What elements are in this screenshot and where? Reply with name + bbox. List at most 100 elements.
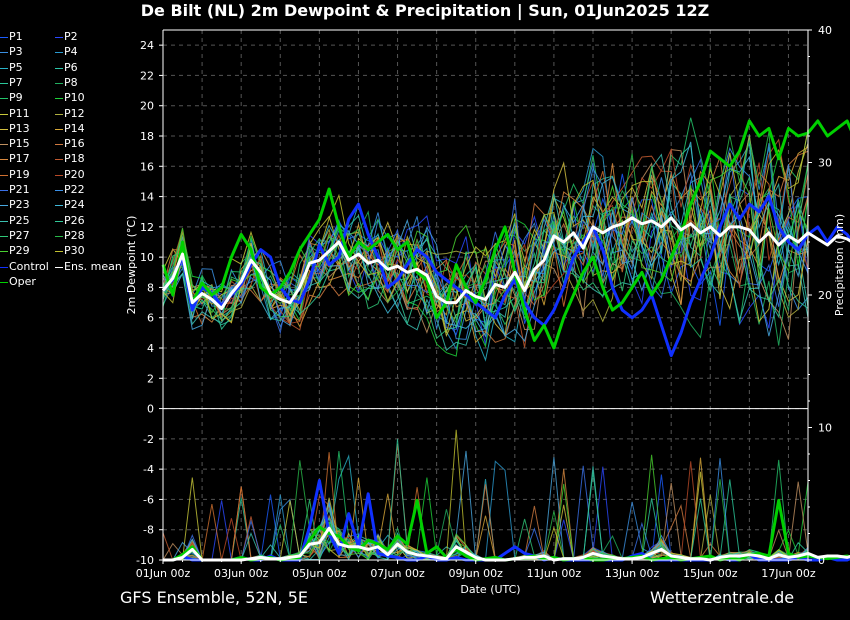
legend-label: P22	[64, 183, 85, 196]
legend-swatch	[55, 52, 63, 54]
legend-swatch	[0, 67, 8, 69]
legend-swatch	[55, 113, 63, 115]
y2-tick-label: 30	[818, 157, 832, 170]
legend-label: P7	[9, 75, 23, 89]
legend-swatch	[55, 251, 63, 253]
highlight-series	[161, 119, 850, 562]
legend-swatch	[55, 128, 63, 130]
legend-label: P10	[64, 91, 85, 105]
y-tick-label: 4	[147, 342, 154, 355]
y2-tick-label: 0	[818, 554, 825, 567]
legend-label: P30	[64, 244, 85, 258]
legend-label: P9	[9, 91, 23, 105]
legend-swatch	[0, 235, 8, 237]
y2-tick-label: 10	[818, 422, 832, 435]
legend-swatch	[55, 67, 63, 69]
y-tick-label: 6	[147, 312, 154, 325]
legend-label: P13	[9, 121, 30, 135]
y-tick-label: 22	[140, 69, 154, 82]
y-tick-label: 14	[140, 191, 154, 204]
legend-label: P28	[64, 228, 85, 242]
legend-swatch	[0, 52, 8, 54]
legend-swatch	[55, 266, 63, 268]
legend-swatch	[0, 251, 8, 253]
y-tick-label: -2	[143, 433, 154, 446]
x-tick-label: 01Jun 00z	[136, 567, 191, 580]
y-tick-label: 20	[140, 100, 154, 113]
y-tick-label: 12	[140, 221, 154, 234]
legend-label: P15	[9, 137, 30, 151]
legend-label: P25	[9, 213, 30, 227]
y-tick-label: -10	[136, 554, 154, 567]
ens-mean-precip-line	[163, 526, 850, 562]
y-tick-label: 0	[147, 403, 154, 416]
legend-label: P27	[9, 228, 30, 242]
y2-tick-label: 40	[818, 24, 832, 37]
x-tick-label: 07Jun 00z	[370, 567, 425, 580]
legend-label: Oper	[9, 274, 36, 288]
legend-swatch	[55, 205, 63, 207]
legend-swatch	[0, 98, 8, 100]
y-tick-label: -8	[143, 524, 154, 537]
legend-label: P20	[64, 167, 85, 181]
y-tick-label: 16	[140, 160, 154, 173]
y-axis-label: 2m Dewpoint (°C)	[125, 216, 138, 315]
legend-swatch	[0, 82, 8, 84]
legend-label: P6	[64, 60, 78, 74]
legend-swatch	[0, 128, 8, 130]
ensemble-member-precip	[163, 454, 809, 561]
ensemble-member-line	[162, 161, 809, 337]
legend-label: P21	[9, 183, 30, 196]
legend-label: P2	[64, 30, 78, 43]
legend-label: P19	[9, 167, 30, 181]
x-tick-label: 09Jun 00z	[449, 567, 504, 580]
model-label: GFS Ensemble, 52N, 5E	[120, 588, 308, 607]
legend-label: Ens. mean	[64, 259, 122, 273]
legend-swatch	[55, 190, 63, 191]
control-line	[161, 195, 850, 358]
x-tick-label: 05Jun 00z	[292, 567, 347, 580]
oper-line	[161, 119, 850, 350]
y2-axis-label: Precipitation (mm)	[833, 214, 846, 316]
ensemble-member-line	[162, 168, 809, 314]
legend-swatch	[0, 205, 8, 207]
legend-swatch	[0, 159, 8, 161]
ens-mean-line	[161, 216, 850, 311]
legend-label: P14	[64, 121, 85, 135]
legend-swatch	[55, 159, 63, 161]
legend-swatch	[0, 281, 8, 283]
y-tick-label: 8	[147, 281, 154, 294]
axes: -10-8-6-4-202468101214161820222401020304…	[125, 24, 846, 596]
legend-swatch	[0, 37, 8, 38]
x-tick-label: 17Jun 00z	[761, 567, 816, 580]
x-axis-label: Date (UTC)	[460, 583, 520, 596]
x-tick-label: 03Jun 00z	[214, 567, 269, 580]
y-tick-label: -6	[143, 493, 154, 506]
legend-swatch	[55, 220, 63, 222]
legend-swatch	[55, 174, 63, 176]
legend-label: P24	[64, 198, 85, 212]
ensemble-member-line	[162, 162, 809, 340]
ensemble-member-precip	[163, 452, 809, 561]
chart-title: De Bilt (NL) 2m Dewpoint & Precipitation…	[140, 1, 710, 20]
legend-swatch	[0, 220, 8, 222]
legend-label: P29	[9, 244, 30, 258]
legend-label: P17	[9, 152, 30, 166]
legend-swatch	[0, 144, 8, 146]
legend-swatch	[0, 113, 8, 115]
legend-label: Control	[9, 259, 49, 273]
ensemble-member-line	[162, 193, 809, 331]
y-tick-label: 24	[140, 39, 154, 52]
legend-label: P18	[64, 152, 85, 166]
x-tick-label: 13Jun 00z	[605, 567, 660, 580]
legend-swatch	[55, 37, 63, 38]
y2-tick-label: 20	[818, 289, 832, 302]
legend-swatch	[55, 82, 63, 84]
legend-swatch	[55, 144, 63, 146]
legend-label: P26	[64, 213, 85, 227]
legend-label: P3	[9, 45, 23, 59]
y-tick-label: 10	[140, 251, 154, 264]
x-tick-label: 11Jun 00z	[527, 567, 582, 580]
y-tick-label: 18	[140, 130, 154, 143]
